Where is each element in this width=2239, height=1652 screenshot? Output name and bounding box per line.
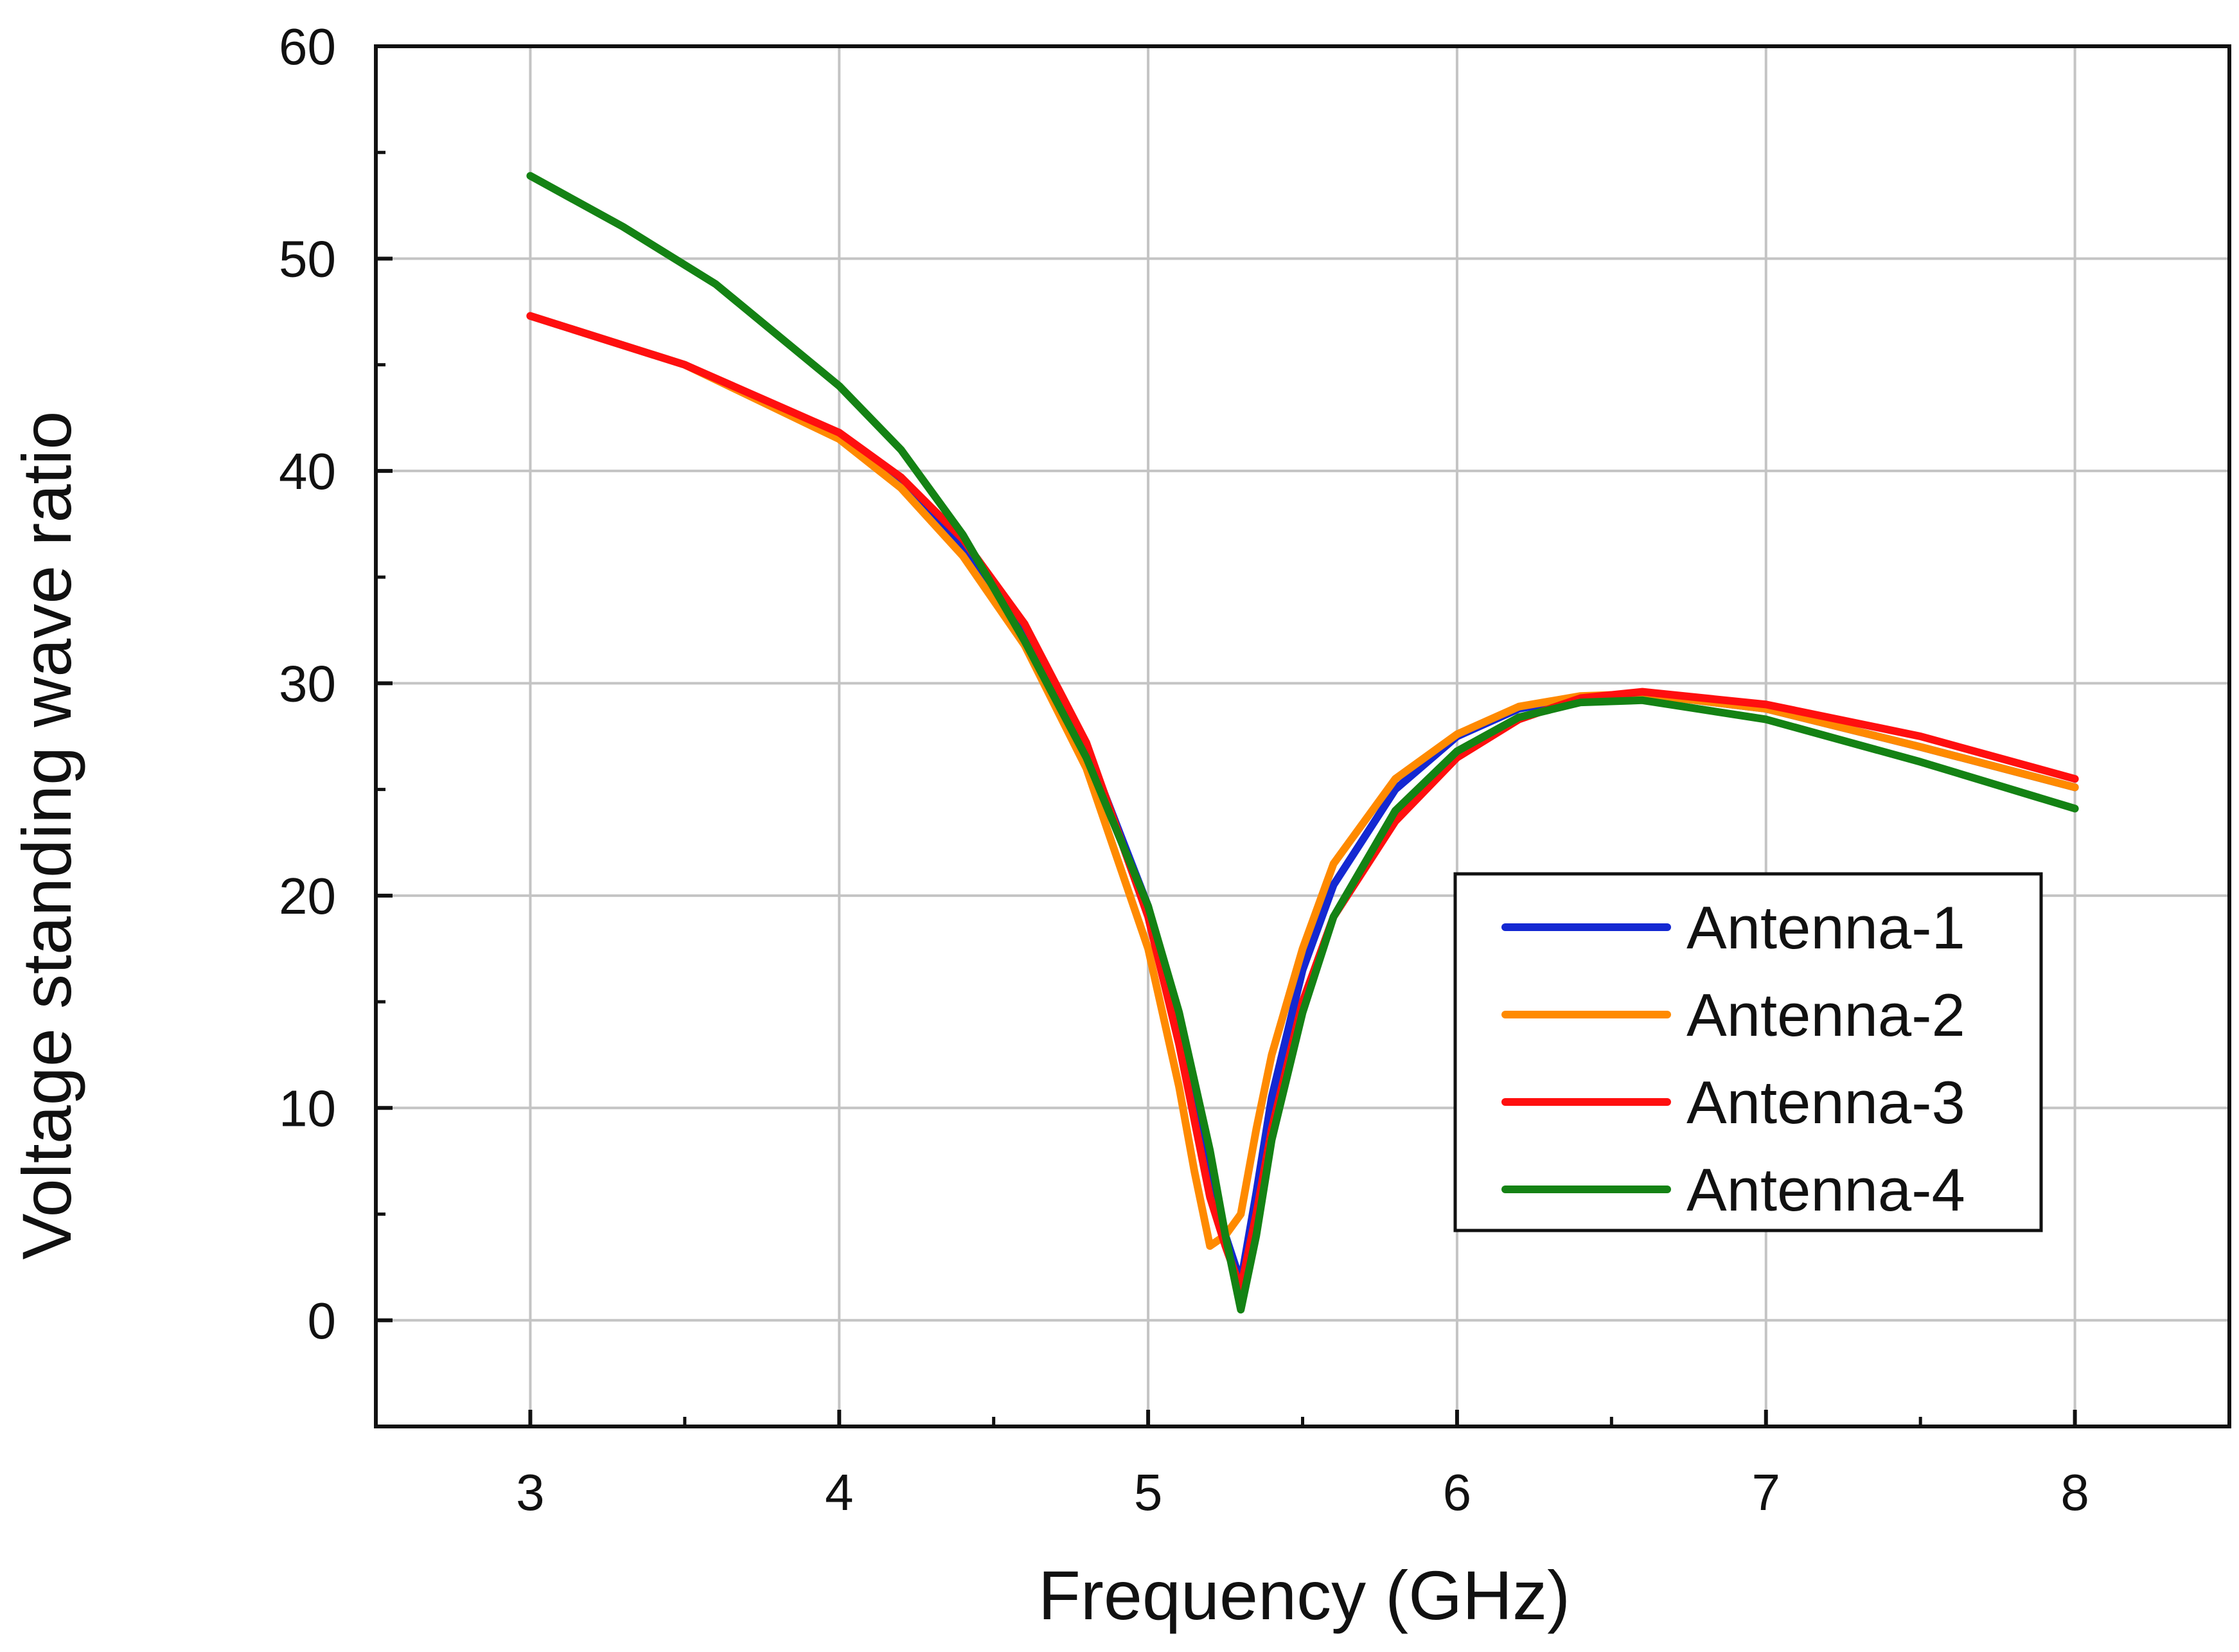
y-tick-label-1: 10 [279,1079,336,1137]
x-tick-label-2: 5 [1134,1464,1163,1521]
legend-label-antenna-1: Antenna-1 [1686,894,1965,961]
y-axis-title: Voltage standing wave ratio [8,411,85,1260]
legend-label-antenna-2: Antenna-2 [1686,981,1965,1049]
y-tick-label-3: 30 [279,655,336,712]
y-tick-label-4: 40 [279,443,336,500]
x-tick-label-3: 6 [1443,1464,1472,1521]
x-axis-title: Frequency (GHz) [1038,1556,1570,1634]
grid-layer [376,45,2229,1426]
y-tick-label-0: 0 [308,1292,337,1349]
legend-box [1453,872,2043,1232]
ticks-layer: 3 4 5 6 7 8 0 10 20 30 40 50 60 [279,18,2231,1521]
x-tick-label-1: 4 [825,1464,854,1521]
series-layer [526,172,2079,1314]
series-line-antenna-3 [526,312,2079,1293]
y-tick-label-6: 60 [279,18,336,75]
y-tick-label-5: 50 [279,230,336,287]
y-tick-label-2: 20 [279,867,336,925]
legend-label-antenna-4: Antenna-4 [1686,1156,1965,1223]
x-tick-label-5: 8 [2060,1464,2089,1521]
labels-layer: Frequency (GHz) Voltage standing wave ra… [8,411,1570,1634]
series-line-antenna-4 [526,172,2079,1314]
x-tick-label-0: 3 [516,1464,545,1521]
legend-label-antenna-3: Antenna-3 [1686,1069,1965,1136]
x-tick-label-4: 7 [1752,1464,1781,1521]
legend: Antenna-1 Antenna-2 Antenna-3 Antenna-4 [1453,872,2043,1232]
